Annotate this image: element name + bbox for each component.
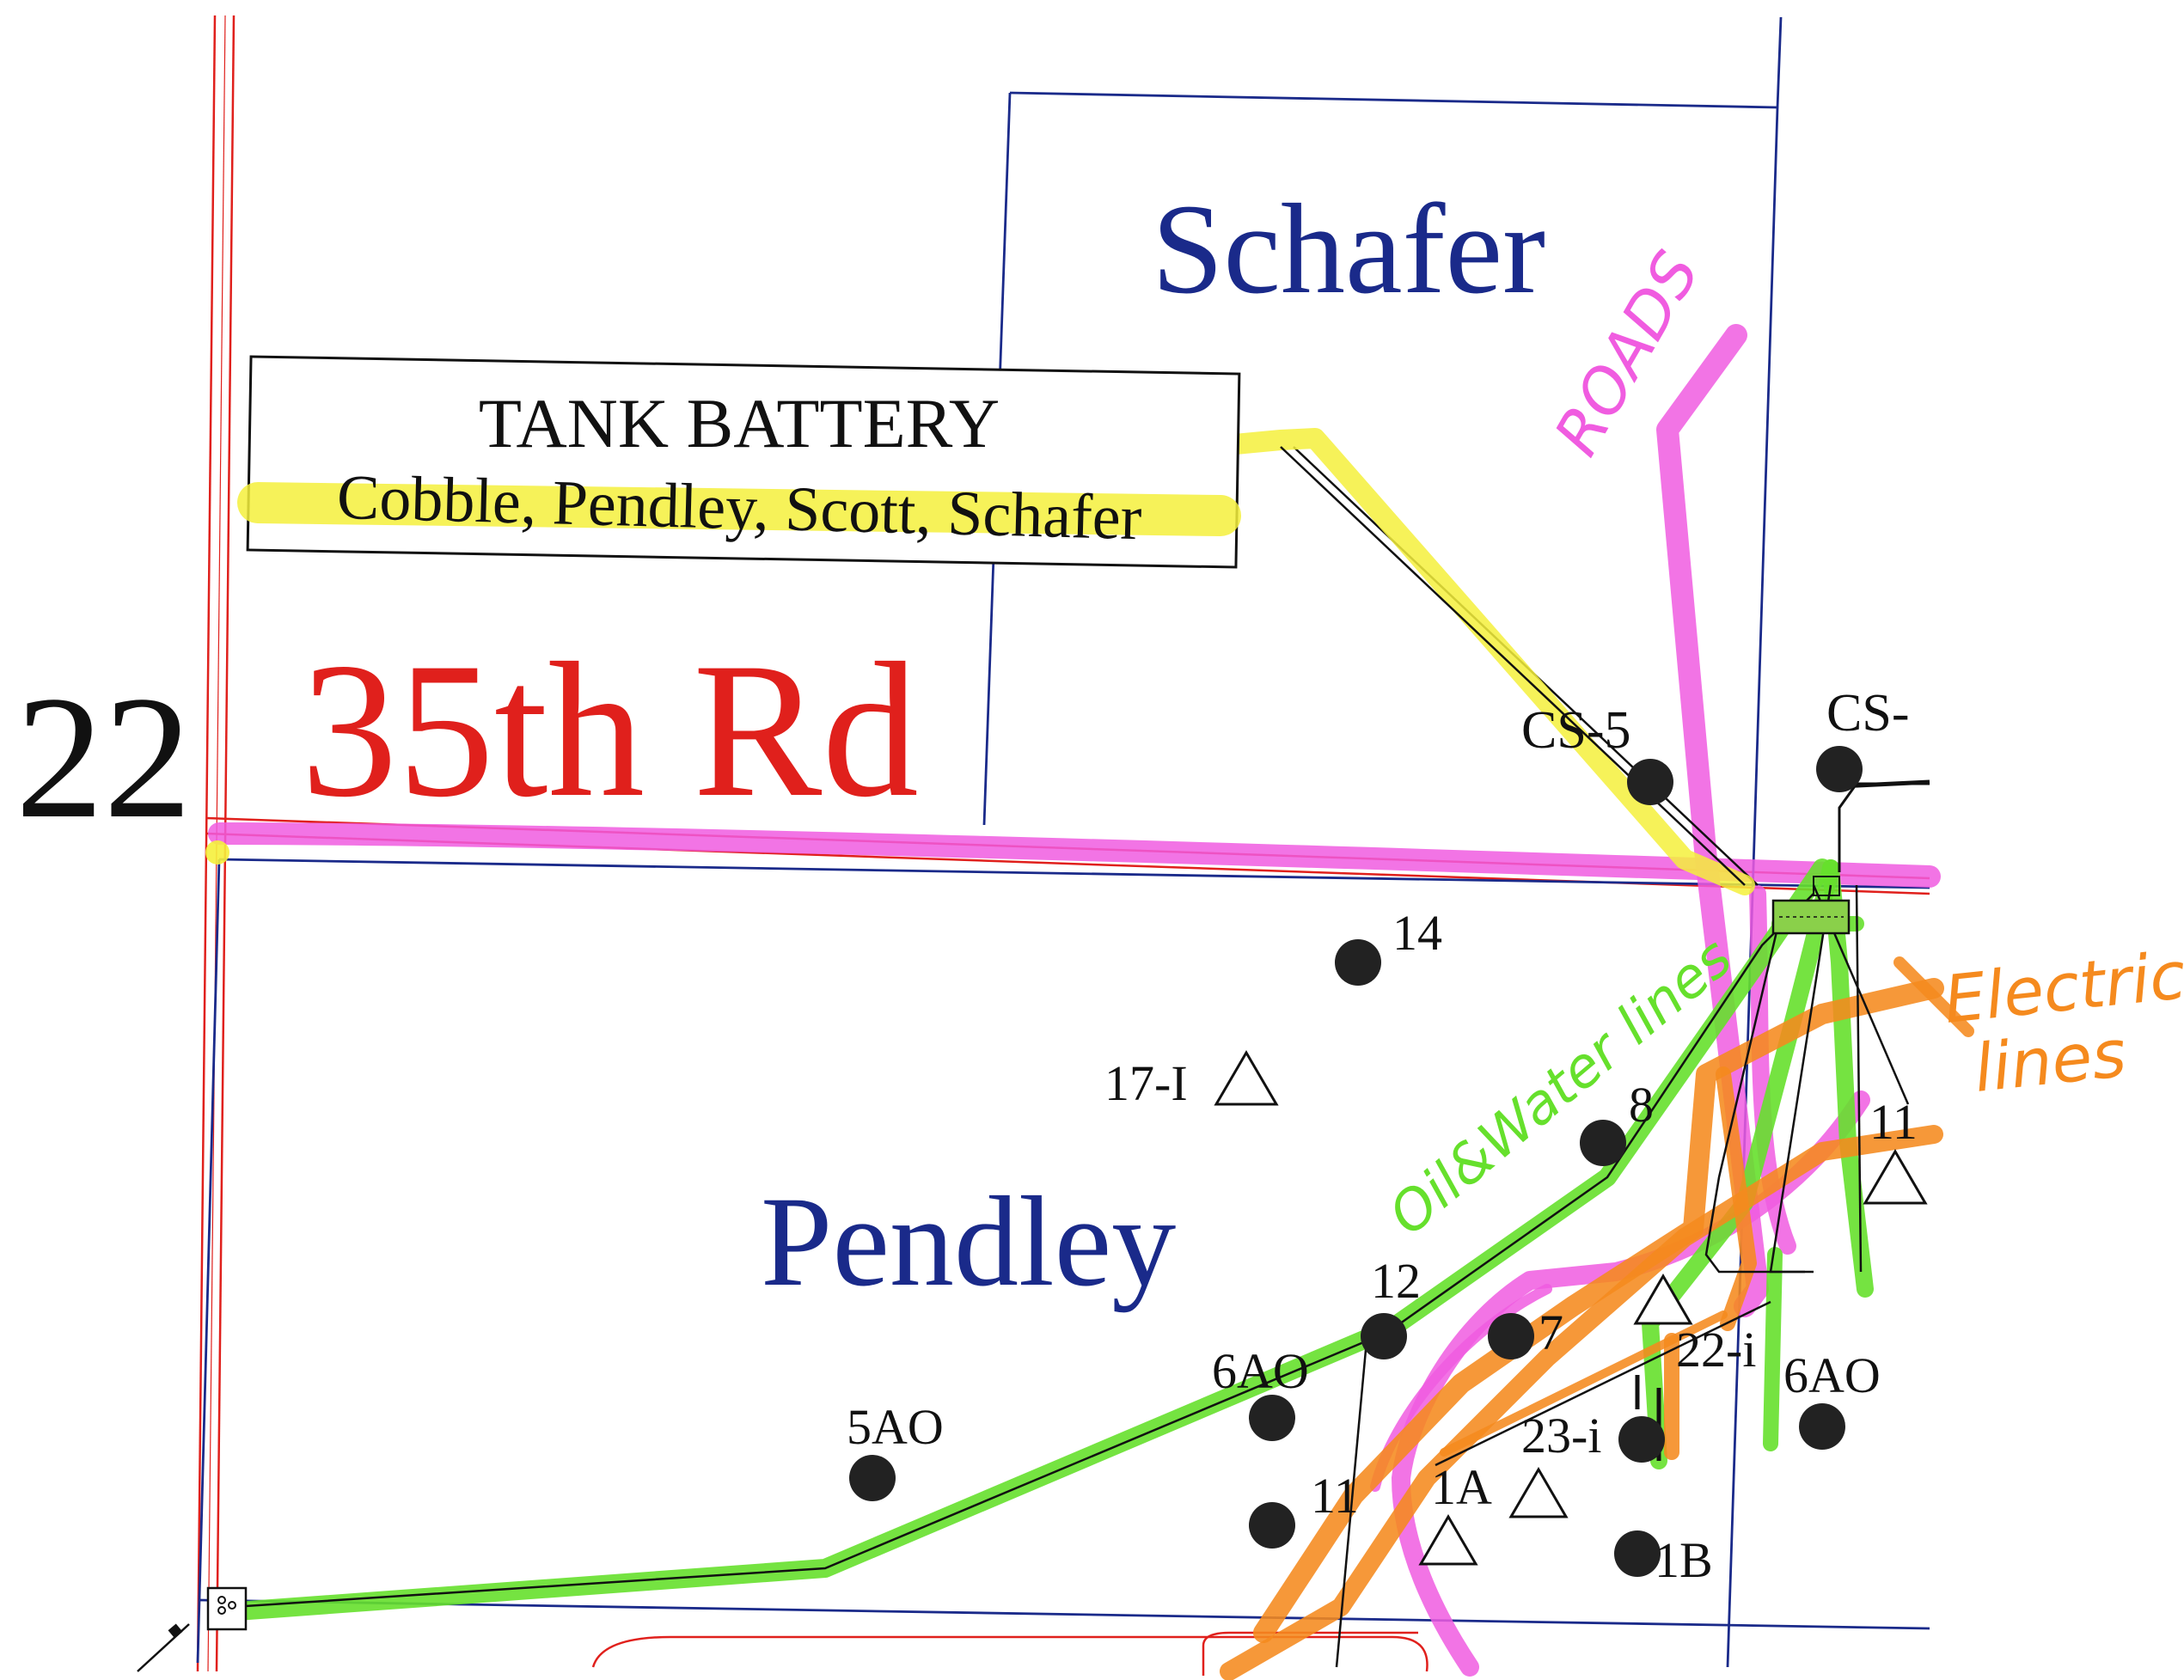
well-symbol (1335, 939, 1381, 986)
well-label: 14 (1392, 905, 1442, 961)
well-label: 17-I (1104, 1055, 1188, 1111)
tank-battery-leader (205, 428, 1755, 895)
well-label: 12 (1371, 1253, 1421, 1309)
well-label: 1B (1655, 1532, 1713, 1588)
wells-layer: CS-5 CS- 14 17-I 8 12 7 6AO 5AO 11 1A 23… (847, 684, 1928, 1588)
well-label: 23-i (1521, 1408, 1601, 1463)
well-symbol (1627, 759, 1673, 805)
well-symbol (849, 1455, 896, 1501)
tank-battery-title: TANK BATTERY (479, 384, 1000, 462)
electric-lines-highlight (1220, 956, 1974, 1680)
pipeline-lines (137, 446, 1930, 1672)
section-number-label: 22 (15, 660, 192, 855)
well-label: 7 (1539, 1304, 1563, 1360)
road-name-label: 35th Rd (301, 622, 919, 837)
well-label: 22-i (1676, 1322, 1756, 1378)
lines-annotation: lines (1971, 1015, 2130, 1107)
well-label: 1A (1431, 1459, 1492, 1515)
well-label: 11 (1869, 1094, 1918, 1150)
well-symbol (1618, 1416, 1665, 1463)
injection-well-symbol (1863, 1149, 1928, 1205)
tank-battery-label: TANK BATTERY Cobble, Pendley, Scott, Sch… (237, 355, 1241, 569)
well-label: 6AO (1212, 1343, 1309, 1399)
well-symbol (1614, 1530, 1661, 1577)
well-symbol (1816, 746, 1863, 792)
injection-well-symbol (1214, 1050, 1279, 1106)
well-symbol (1249, 1395, 1295, 1441)
well-label: CS- (1826, 684, 1909, 742)
tank-battery-facility-icon (1771, 876, 1851, 935)
well-label: 11 (1311, 1468, 1359, 1524)
roads-annotation: ROADS (1540, 240, 1713, 467)
injection-well-symbol (1508, 1467, 1569, 1518)
lease-name-pendley: Pendley (761, 1170, 1176, 1313)
well-symbol (1488, 1313, 1534, 1359)
well-label: CS-5 (1521, 701, 1630, 760)
well-label: 8 (1629, 1077, 1654, 1133)
lease-name-schafer: Schafer (1152, 178, 1545, 321)
pump-station-icon (168, 1586, 248, 1639)
well-symbol (1249, 1502, 1295, 1549)
well-label: 5AO (847, 1399, 944, 1455)
injection-well-symbol (1633, 1274, 1693, 1325)
well-symbol (1361, 1313, 1407, 1359)
well-label: 6AO (1783, 1347, 1881, 1403)
injection-well-symbol (1418, 1514, 1478, 1566)
well-symbol (1799, 1403, 1845, 1450)
well-symbol (1580, 1120, 1626, 1166)
